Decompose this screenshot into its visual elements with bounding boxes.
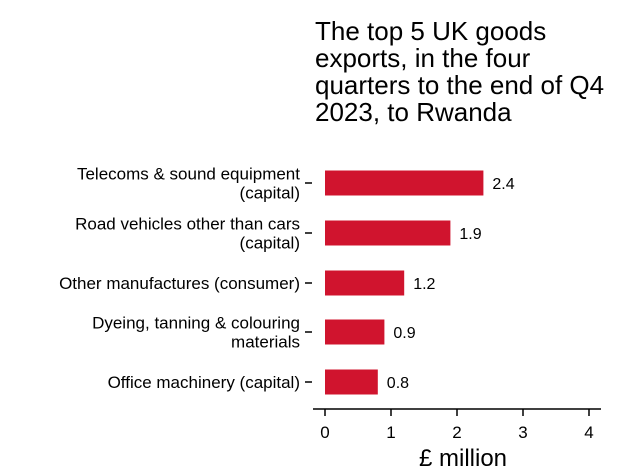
x-tick-label: 1: [386, 423, 395, 442]
data-labels: 2.4 1.9 1.2 0.9 0.8: [387, 176, 515, 392]
x-tick-label: 2: [452, 423, 461, 442]
category-label: Dyeing, tanning & colouring: [92, 314, 300, 333]
chart-title-line: The top 5 UK goods: [315, 16, 546, 46]
y-axis-ticks: [305, 182, 312, 383]
x-axis: 0 1 2 3 4: [313, 408, 601, 442]
data-label: 0.8: [387, 375, 409, 392]
category-labels: Telecoms & sound equipment(capital)Road …: [59, 165, 300, 393]
x-tick-label: 4: [584, 423, 593, 442]
data-label: 1.9: [459, 226, 481, 243]
bar: [325, 319, 385, 345]
category-label: materials: [231, 333, 300, 352]
bar: [325, 369, 378, 395]
chart-title-line: quarters to the end of Q4: [315, 70, 604, 100]
bars-group: [325, 170, 484, 395]
category-label: Other manufactures (consumer): [59, 274, 300, 293]
category-label: Telecoms & sound equipment: [77, 165, 300, 184]
category-label: Road vehicles other than cars: [75, 215, 300, 234]
x-tick-label: 0: [320, 423, 329, 442]
data-label: 1.2: [413, 276, 435, 293]
x-axis-title: £ million: [419, 445, 507, 472]
chart-title-line: exports, in the four: [315, 43, 531, 73]
bar: [325, 170, 484, 196]
category-label: Office machinery (capital): [108, 373, 300, 392]
bar: [325, 270, 405, 296]
data-label: 0.9: [393, 325, 415, 342]
data-label: 2.4: [492, 176, 514, 193]
x-tick-label: 3: [518, 423, 527, 442]
category-label: (capital): [240, 184, 300, 203]
chart-title-line: 2023, to Rwanda: [315, 97, 512, 127]
category-label: (capital): [240, 234, 300, 253]
bar: [325, 220, 451, 246]
